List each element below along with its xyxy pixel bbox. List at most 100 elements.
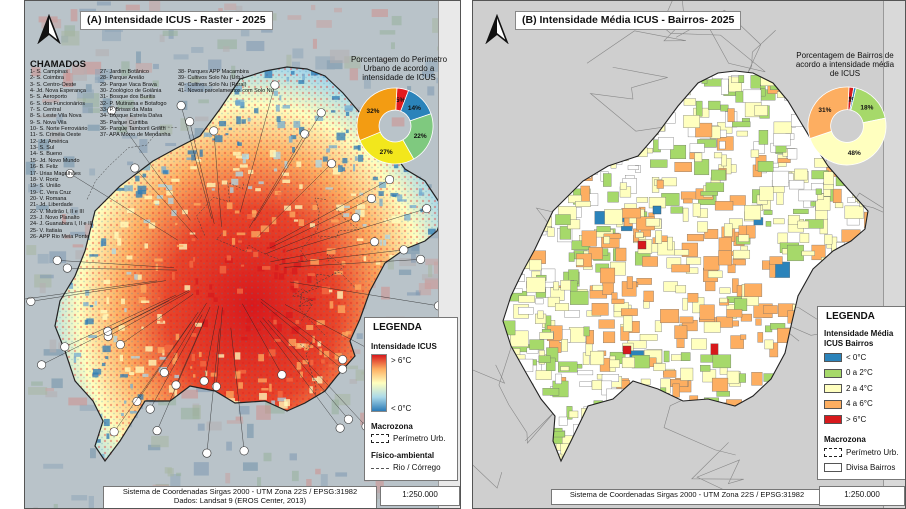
chamado-item: 20- V. Romana <box>30 195 67 202</box>
legend-title: LEGENDA <box>373 322 422 333</box>
chamado-item: 10- S. Norte Ferroviário <box>30 126 88 133</box>
raster-color-ramp <box>371 354 387 412</box>
pie-label: 1% <box>848 96 858 103</box>
chamado-item: 1- S. Campinas <box>30 69 68 75</box>
chamados-column-2: 27- Jardim Botânico 28- Parque Areião 29- … <box>100 69 171 139</box>
chamado-item: 26- APP Rio Meia Ponte <box>30 233 90 240</box>
chamado-item: 23- J. Novo Planalto <box>30 214 80 221</box>
map-scale: 1:250.000 <box>380 486 460 506</box>
legend-swatch <box>824 384 842 393</box>
north-arrow-icon <box>485 14 509 44</box>
legend-high-label: > 6°C <box>391 356 412 365</box>
map-scale: 1:250.000 <box>819 486 905 506</box>
chamado-item: 40- Cultivos Solo Nu (Rural) <box>178 81 247 88</box>
chamado-item: 31- Bosque dos Buritis <box>100 94 156 101</box>
pie-chart: 5%14% 22% 27% 32% <box>356 87 434 165</box>
chamado-item: 39- Cultivos Solo Nu (Urb.) <box>178 75 244 82</box>
pie-slice <box>809 117 887 166</box>
perimeter-swatch <box>371 434 389 443</box>
map-panel-bairros: (B) Intensidade Média ICUS - Bairros- 20… <box>472 0 906 509</box>
pie-label: 27% <box>380 149 393 156</box>
pie-label: 18% <box>860 104 873 111</box>
chamado-item: 33- P. Brisas da Mata <box>100 107 153 114</box>
river-lines <box>86 126 360 399</box>
legend-class-label: 2 a 4°C <box>846 383 873 393</box>
chamado-item: 27- Jardim Botânico <box>100 69 149 75</box>
map-footer: Sistema de Coordenadas Sirgas 2000 - UTM… <box>103 486 377 508</box>
coordinate-system-text: Sistema de Coordenadas Sirgas 2000 - UTM… <box>569 490 805 499</box>
chamado-item: 6- S. dos Funcionários <box>30 100 86 107</box>
coordinate-system-text: Sistema de Coordenadas Sirgas 2000 - UTM… <box>122 487 358 496</box>
legend-class-label: 0 a 2°C <box>846 368 873 377</box>
pie-chart: 2%1%18% 48% 31% <box>807 86 887 166</box>
chamado-item: 5- S. Aeroporto <box>30 94 67 101</box>
legend-swatch <box>824 399 842 409</box>
divisa-swatch <box>824 463 842 472</box>
legend-macrozona-title: Macrozona <box>371 422 413 431</box>
chamado-item: 41- Novos parcelamentos com Solo Nu <box>178 88 274 95</box>
pie-label: 31% <box>818 107 831 114</box>
chamado-item: 36- Parque Tamboril Grifith <box>100 126 166 133</box>
chamado-item: 7- S. Central <box>30 107 61 114</box>
data-source-text: Dados: Landsat 9 (EROS Center, 2013) <box>173 496 307 505</box>
legend-swatch <box>824 353 842 362</box>
chamado-item: 12- Jd. América <box>30 138 69 145</box>
legend-swatch <box>824 415 842 424</box>
chamado-item: 3- S. Centro-Oeste <box>30 81 77 88</box>
river-swatch <box>371 468 389 469</box>
perimeter-swatch <box>824 448 842 457</box>
chamado-item: 34- Bosque Estrela Dalva <box>100 113 163 120</box>
pie-title: Porcentagem do Perímetro Urbano de acord… <box>350 55 448 82</box>
chamado-item: 2- S. Coimbra <box>30 75 64 82</box>
chamados-column-3: 38- Parques APP Macambira 39- Cultivos So… <box>178 69 274 94</box>
pie-label: 22% <box>414 133 427 140</box>
map-title: (A) Intensidade ICUS - Raster - 2025 <box>80 11 273 30</box>
chamado-item: 37- APA Morro de Mendanha <box>100 132 171 139</box>
chamado-item: 22- V. Mutirão I, II e III <box>30 208 84 215</box>
legend-class-label: > 6°C <box>846 414 867 424</box>
legend-subtitle: Intensidade Média ICUS Bairros <box>824 329 894 348</box>
chamado-item: 21- Jd. Liberdade <box>30 202 73 209</box>
pie-label: 14% <box>408 105 421 112</box>
chamado-item: 29- Parque Vaca Brava <box>100 81 157 88</box>
chamado-item: 35- Parque Curitiba <box>100 119 148 126</box>
legend-low-label: < 0°C <box>391 404 412 413</box>
chamado-item: 25- V. Itatiaia <box>30 227 62 234</box>
legend-perimetro-label: Perímetro Urb. <box>846 448 899 457</box>
legend-class-label: < 0°C <box>846 352 867 362</box>
legend-rio-label: Rio / Córrego <box>393 463 441 472</box>
pie-label: 32% <box>366 108 379 115</box>
legend-class-label: 4 a 6°C <box>846 399 873 408</box>
legend-divisa-label: Divisa Bairros <box>846 463 896 472</box>
map-footer: Sistema de Coordenadas Sirgas 2000 - UTM… <box>551 489 823 505</box>
chamado-item: 14- S. Bueno <box>30 151 63 158</box>
chamado-item: 8- S. Leste Vila Nova <box>30 113 82 120</box>
chamado-item: 30- Zoológico de Goiânia <box>100 88 162 95</box>
chamado-item: 15- Jd. Novo Mundo <box>30 157 80 164</box>
chamado-item: 19- S. União <box>30 183 61 190</box>
legend-box: LEGENDA Intensidade Média ICUS Bairros <… <box>817 306 905 480</box>
legend-title: LEGENDA <box>826 311 875 322</box>
legend-perimetro-label: Perímetro Urb. <box>393 434 446 443</box>
pie-slice <box>807 86 850 140</box>
pie-label: 48% <box>848 150 861 157</box>
legend-box: LEGENDA Intensidade ICUS > 6°C < 0°C Mac… <box>364 317 458 481</box>
legend-raster-title: Intensidade ICUS <box>371 342 437 351</box>
chamado-item: 38- Parques APP Macambira <box>178 69 249 75</box>
chamado-item: 17- Urias Magalhães <box>30 170 81 177</box>
chamado-item: 9- S. Nova Vila <box>30 119 67 126</box>
chamado-item: 32- P. Mutirama e Botafogo <box>100 100 167 107</box>
chamados-lines <box>25 80 444 458</box>
north-arrow-icon <box>37 14 61 44</box>
chamado-item: 19- C. Vera Cruz <box>30 189 71 196</box>
chamado-item: 11- S. Criméia Oeste <box>30 132 81 139</box>
legend-swatch <box>824 368 842 378</box>
chamado-item: 4- Jd. Nova Esperança <box>30 88 86 95</box>
map-panel-raster: (A) Intensidade ICUS - Raster - 2025 CHA… <box>24 0 461 509</box>
map-title: (B) Intensidade Média ICUS - Bairros- 20… <box>515 11 742 30</box>
legend-fisico-title: Físico-ambiental <box>371 451 435 460</box>
chamados-title: CHAMADOS <box>30 59 86 70</box>
pie-slice <box>356 87 398 141</box>
pie-label: 2% <box>845 96 855 103</box>
chamados-list: CHAMADOS 1- S. Campinas 2- S. Coimbra 3- S… <box>28 59 274 269</box>
